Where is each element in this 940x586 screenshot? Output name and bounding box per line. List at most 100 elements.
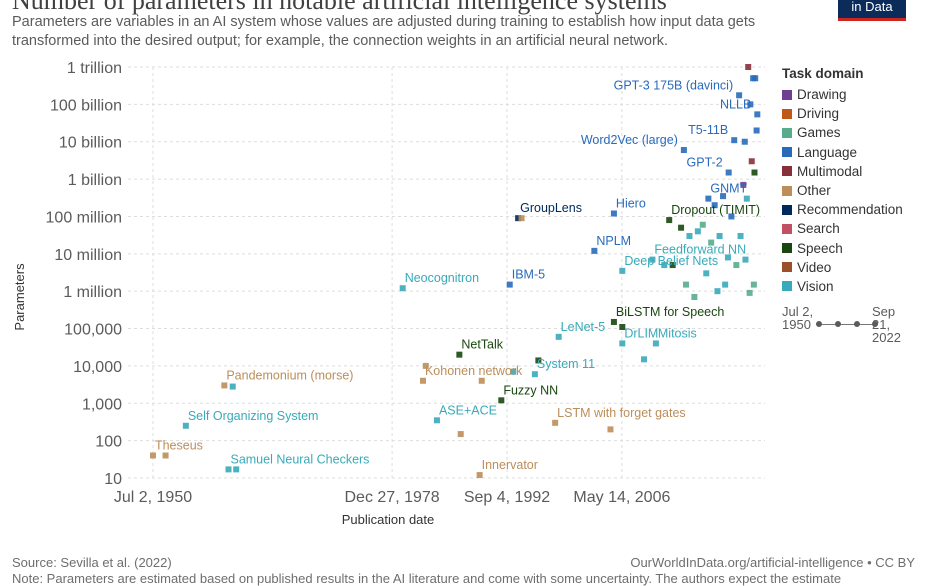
data-point[interactable]	[691, 293, 698, 300]
data-point[interactable]	[720, 193, 727, 200]
data-point[interactable]	[399, 285, 406, 292]
data-point[interactable]	[552, 419, 559, 426]
data-point[interactable]	[591, 247, 598, 254]
credit-link[interactable]: OurWorldInData.org/artificial-intelligen…	[630, 555, 915, 570]
data-point[interactable]	[649, 256, 656, 263]
data-point[interactable]	[746, 289, 753, 296]
data-point[interactable]	[708, 239, 715, 246]
data-point[interactable]	[476, 472, 483, 479]
annotation-label: Fuzzy NN	[503, 383, 558, 397]
legend-item-driving[interactable]: Driving	[782, 104, 903, 123]
legend-item-language[interactable]: Language	[782, 143, 903, 162]
data-point[interactable]	[743, 195, 750, 202]
legend-item-games[interactable]: Games	[782, 123, 903, 142]
y-tick-label: 100 billion	[50, 97, 122, 114]
data-point[interactable]	[619, 323, 626, 330]
annotation-label: T5-11B	[688, 123, 728, 137]
data-point[interactable]	[728, 213, 735, 220]
data-point[interactable]	[699, 221, 706, 228]
data-point[interactable]	[669, 262, 676, 269]
data-point[interactable]	[736, 92, 743, 99]
data-point[interactable]	[518, 215, 525, 222]
data-point[interactable]	[661, 262, 668, 269]
data-point[interactable]	[233, 466, 240, 473]
data-point[interactable]	[182, 422, 189, 429]
data-point[interactable]	[229, 383, 236, 390]
data-point[interactable]	[478, 377, 485, 384]
legend-item-other[interactable]: Other	[782, 181, 903, 200]
data-point[interactable]	[225, 466, 232, 473]
data-point[interactable]	[745, 64, 752, 70]
data-point[interactable]	[703, 270, 710, 277]
data-point[interactable]	[740, 181, 747, 188]
data-point[interactable]	[731, 137, 738, 144]
data-point[interactable]	[751, 169, 758, 176]
data-point[interactable]	[711, 202, 718, 209]
data-point[interactable]	[716, 232, 723, 239]
legend-label: Recommendation	[797, 202, 903, 218]
y-tick-label: 10 billion	[59, 135, 122, 152]
data-point[interactable]	[610, 210, 617, 217]
data-point[interactable]	[753, 127, 760, 134]
data-point[interactable]	[641, 356, 648, 363]
timeline-end-label: Sep 21, 2022	[872, 304, 901, 345]
legend-item-search[interactable]: Search	[782, 219, 903, 238]
timeline-end-handle[interactable]	[872, 321, 878, 327]
data-point[interactable]	[750, 281, 757, 288]
data-point[interactable]	[722, 281, 729, 288]
data-point[interactable]	[510, 368, 517, 375]
data-point[interactable]	[221, 382, 228, 389]
annotation-label: LeNet-5	[561, 320, 606, 334]
data-point[interactable]	[680, 147, 687, 154]
legend-item-video[interactable]: Video	[782, 258, 903, 277]
data-point[interactable]	[515, 215, 522, 222]
data-point[interactable]	[694, 228, 701, 235]
data-point[interactable]	[678, 224, 685, 231]
data-point[interactable]	[652, 340, 659, 347]
data-point[interactable]	[422, 362, 429, 369]
data-point[interactable]	[754, 111, 761, 118]
data-point[interactable]	[752, 75, 759, 82]
legend-item-drawing[interactable]: Drawing	[782, 85, 903, 104]
annotation-label: NetTalk	[461, 338, 503, 352]
legend-item-recommendation[interactable]: Recommendation	[782, 200, 903, 219]
data-point[interactable]	[686, 232, 693, 239]
data-point[interactable]	[433, 417, 440, 424]
data-point[interactable]	[714, 288, 721, 295]
legend-item-speech[interactable]: Speech	[782, 239, 903, 258]
data-point[interactable]	[607, 426, 614, 433]
data-point[interactable]	[149, 452, 156, 459]
data-point[interactable]	[748, 158, 755, 165]
data-point[interactable]	[705, 195, 712, 202]
owid-logo[interactable]: in Data	[838, 0, 906, 21]
data-point[interactable]	[682, 281, 689, 288]
data-point[interactable]	[531, 371, 538, 378]
data-point[interactable]	[162, 452, 169, 459]
timeline-start-handle[interactable]	[816, 321, 822, 327]
data-point[interactable]	[498, 397, 505, 404]
data-point[interactable]	[419, 377, 426, 384]
data-point[interactable]	[535, 357, 542, 364]
legend-item-vision[interactable]: Vision	[782, 277, 903, 296]
data-point[interactable]	[666, 217, 673, 224]
data-point[interactable]	[733, 262, 740, 269]
data-point[interactable]	[619, 267, 626, 274]
legend-label: Other	[797, 183, 831, 199]
data-point[interactable]	[506, 281, 513, 288]
data-point[interactable]	[741, 138, 748, 145]
data-point[interactable]	[619, 340, 626, 347]
legend-label: Drawing	[797, 87, 847, 103]
data-point[interactable]	[747, 101, 754, 108]
annotation-label: Innervator	[482, 458, 538, 472]
data-point[interactable]	[555, 333, 562, 340]
timeline-track[interactable]	[816, 324, 876, 325]
legend-item-multimodal[interactable]: Multimodal	[782, 162, 903, 181]
data-point[interactable]	[742, 256, 749, 263]
data-point[interactable]	[725, 169, 732, 176]
data-point[interactable]	[610, 318, 617, 325]
data-point[interactable]	[724, 254, 731, 261]
data-point[interactable]	[456, 351, 463, 358]
data-point[interactable]	[457, 431, 464, 438]
timeline-slider[interactable]: Jul 2, 1950 Sep 21, 2022	[782, 305, 912, 349]
data-point[interactable]	[737, 232, 744, 239]
